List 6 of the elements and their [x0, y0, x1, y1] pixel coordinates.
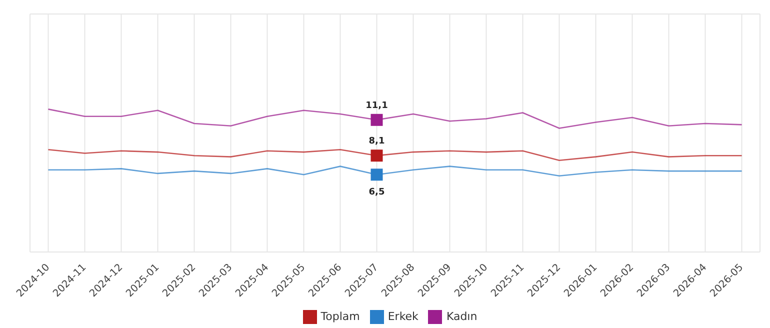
data-label: 6,5	[368, 188, 385, 198]
legend-label: Toplam	[320, 310, 360, 324]
data-label: 8,1	[368, 136, 385, 147]
legend-label: Kadın	[446, 310, 478, 324]
data-label: 11,1	[366, 100, 388, 111]
legend-label: Erkek	[388, 310, 418, 324]
